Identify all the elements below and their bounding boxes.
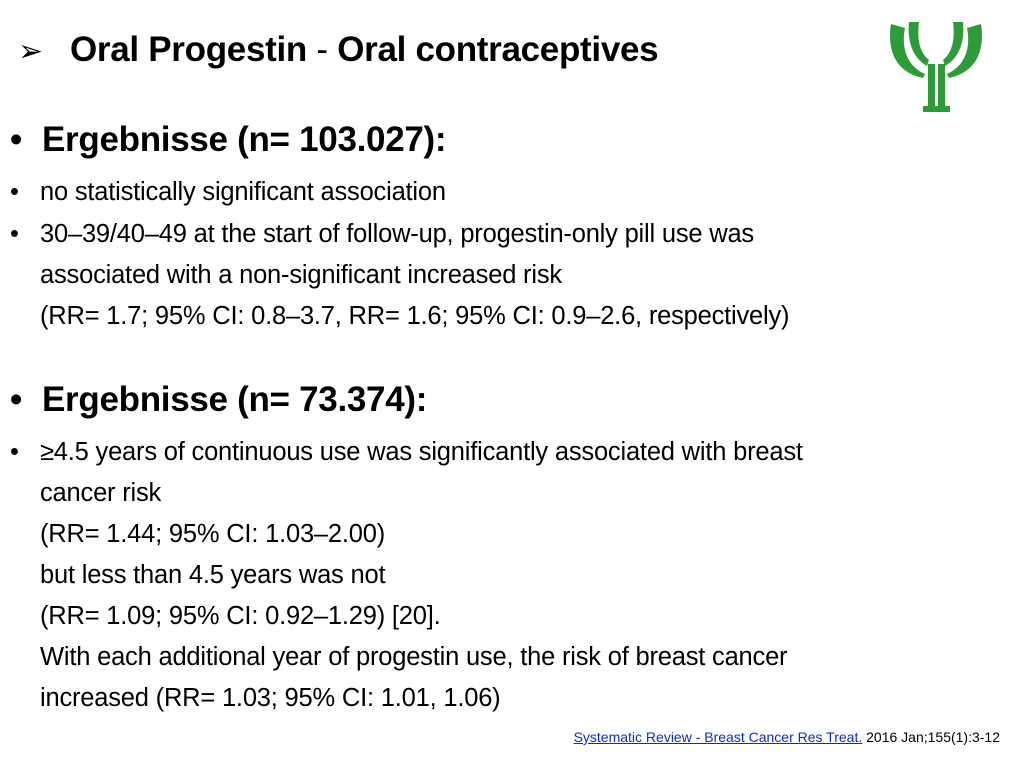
list-item: • ≥4.5 years of continuous use was signi…	[10, 432, 1000, 719]
item-line: associated with a non-significant increa…	[40, 261, 562, 289]
item-line: but less than 4.5 years was not	[40, 561, 386, 589]
bullet-icon: •	[10, 220, 19, 248]
source-citation: Systematic Review - Breast Cancer Res Tr…	[574, 729, 1000, 745]
item-line: 30–39/40–49 at the start of follow-up, p…	[40, 220, 754, 248]
item-line: (RR= 1.7; 95% CI: 0.8–3.7, RR= 1.6; 95% …	[40, 302, 790, 330]
item-line: cancer risk	[40, 479, 162, 507]
source-details: 2016 Jan;155(1):3-12	[862, 729, 1000, 745]
item-line: ≥4.5 years of continuous use was signifi…	[40, 438, 803, 466]
source-link[interactable]: Systematic Review - Breast Cancer Res Tr…	[573, 729, 863, 745]
item-line: With each additional year of progestin u…	[40, 643, 788, 671]
bullet-icon: •	[10, 438, 19, 466]
bullet-icon: •	[10, 120, 22, 159]
title-separator: -	[306, 30, 338, 69]
item-line: increased (RR= 1.03; 95% CI: 1.01, 1.06)	[40, 684, 501, 712]
list-item: • 30–39/40–49 at the start of follow-up,…	[10, 214, 1000, 337]
item-line: (RR= 1.09; 95% CI: 0.92–1.29) [20].	[40, 602, 441, 630]
title-part-1: Oral Progestin	[70, 30, 307, 69]
bullet-icon: •	[10, 178, 19, 206]
green-sprout-logo-icon	[890, 22, 982, 112]
arrow-bullet-icon: ➢	[18, 35, 43, 68]
title-part-2: Oral contraceptives	[337, 30, 659, 69]
item-line: no statistically significant association	[40, 178, 446, 206]
list-item: • no statistically significant associati…	[10, 172, 1000, 213]
section-heading-1: • Ergebnisse (n= 103.027):	[10, 120, 447, 159]
section-heading-2: • Ergebnisse (n= 73.374):	[10, 380, 428, 419]
item-line: (RR= 1.44; 95% CI: 1.03–2.00)	[40, 520, 386, 548]
bullet-icon: •	[10, 380, 22, 419]
slide-title: ➢ Oral Progestin - Oral contraceptives	[18, 26, 659, 76]
